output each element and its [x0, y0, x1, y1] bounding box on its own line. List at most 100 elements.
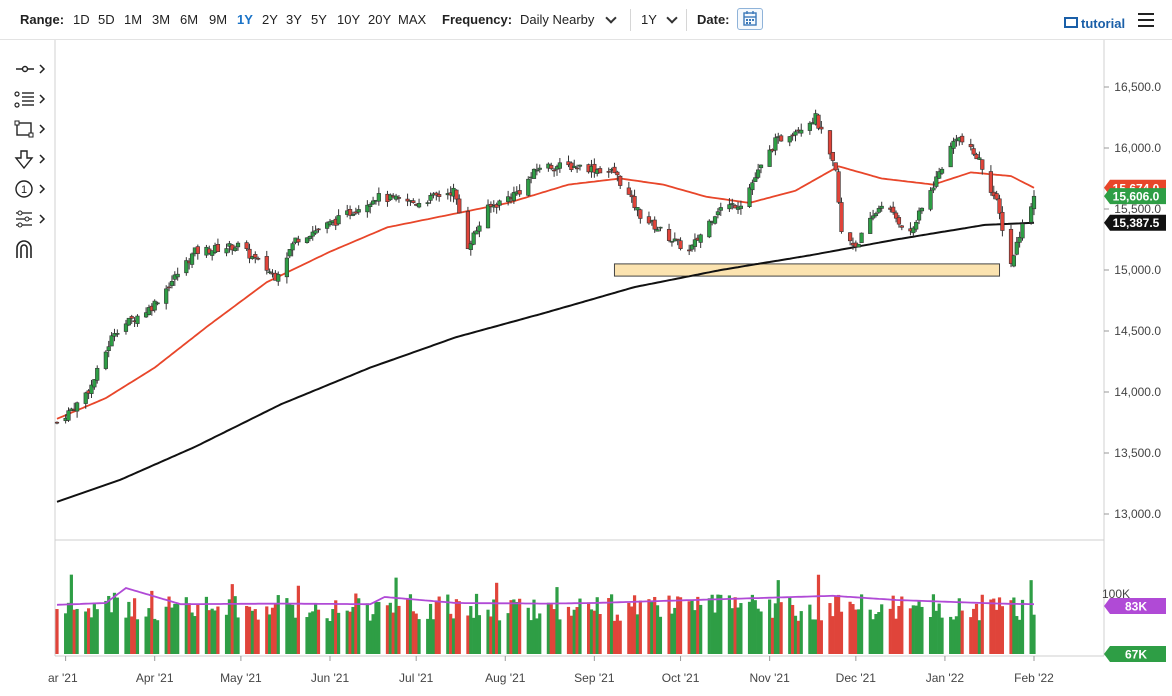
volume-bar [747, 601, 752, 654]
volume-bar [55, 609, 59, 654]
volume-bar [357, 598, 361, 654]
price-chart[interactable]: 16,500.0 16,000.0 15,500.0 15,000.0 14,500.0… [0, 40, 1172, 696]
volume-bar [816, 574, 821, 654]
candle-body [267, 271, 272, 274]
candle-body [773, 137, 778, 151]
volume-bar [575, 607, 579, 654]
candle-body [1011, 255, 1016, 267]
price-tick-label: 14,500.0 [1114, 324, 1161, 338]
volume-bar [187, 603, 191, 654]
candle-body [526, 178, 531, 196]
date-tick-label: Aug '21 [485, 671, 526, 685]
magnet-icon[interactable] [12, 238, 48, 260]
volume-bar [207, 610, 211, 654]
range-button-2y[interactable]: 2Y [262, 12, 278, 27]
volume-bar [446, 594, 450, 654]
range-button-3m[interactable]: 3M [152, 12, 171, 27]
chevron-down-icon[interactable] [605, 12, 617, 24]
date-tick-label: Nov '21 [749, 671, 790, 685]
menu-icon[interactable] [1138, 13, 1154, 27]
counter-tool-icon[interactable]: 1 [12, 178, 48, 200]
range-button-9m[interactable]: 9M [209, 12, 228, 27]
candle-body [747, 187, 752, 207]
volume-bar [931, 594, 936, 654]
range-button-5d[interactable]: 5D [98, 12, 115, 27]
candle-body [497, 200, 502, 206]
volume-bar [486, 609, 490, 654]
arrow-tool-icon[interactable] [12, 148, 48, 170]
volume-bar [693, 610, 697, 654]
svg-text:1: 1 [21, 184, 27, 196]
volume-bar [288, 604, 292, 654]
range-button-3y[interactable]: 3Y [286, 12, 302, 27]
range-button-1m[interactable]: 1M [124, 12, 143, 27]
candle-body [692, 239, 698, 247]
candle-body [454, 189, 459, 200]
support-zone [613, 263, 1001, 277]
crosshair-tool-icon[interactable] [12, 58, 48, 80]
volume-bar [995, 609, 999, 654]
range-button-max[interactable]: MAX [398, 12, 427, 27]
volume-bar [497, 620, 502, 654]
volume-bar [957, 598, 961, 654]
volume-bar [325, 618, 329, 654]
candle-body [152, 300, 157, 311]
volume-bar [477, 615, 482, 654]
volume-bar [454, 599, 459, 654]
chevron-down-icon[interactable] [666, 12, 678, 24]
candle-body [247, 248, 252, 259]
volume-bar [1029, 580, 1033, 654]
volume-bar [676, 596, 680, 654]
candle-body [658, 226, 663, 229]
volume-bar [951, 619, 956, 654]
volume-bar [546, 602, 550, 654]
candle-body [235, 242, 241, 248]
range-button-1d[interactable]: 1D [73, 12, 90, 27]
tutorial-link[interactable]: tutorial [1081, 16, 1126, 31]
candle-body [184, 260, 189, 274]
range-button-6m[interactable]: 6M [180, 12, 199, 27]
volume-bar [687, 601, 691, 654]
volume-bar [451, 618, 456, 654]
volume-bar [190, 612, 194, 654]
volume-bar [184, 597, 188, 654]
candle-body [471, 232, 476, 245]
range-button-1y[interactable]: 1Y [237, 12, 253, 27]
pattern-tool-icon[interactable] [12, 208, 48, 230]
candle-body [738, 205, 743, 209]
volume-bar [796, 620, 800, 654]
candle-body [612, 166, 617, 174]
calendar-icon[interactable] [737, 8, 763, 30]
candle-body [411, 200, 416, 204]
range-button-10y[interactable]: 10Y [337, 12, 361, 27]
volume-bar [788, 597, 792, 654]
candle-body [129, 316, 134, 319]
candle-body [416, 203, 422, 208]
range-button-20y[interactable]: 20Y [368, 12, 392, 27]
volume-bar [834, 596, 838, 654]
candle-body [988, 171, 993, 193]
candle-body [893, 212, 899, 219]
date-tick-label: Dec '21 [836, 671, 877, 685]
candle-body [847, 232, 853, 242]
volume-bar [270, 607, 275, 654]
period-select[interactable]: 1Y [641, 12, 657, 27]
candle-body [310, 231, 315, 237]
candle-body [592, 163, 597, 173]
volume-bar [647, 599, 651, 654]
range-label: Range: [20, 12, 65, 27]
volume-bar [489, 616, 493, 654]
range-button-5y[interactable]: 5Y [311, 12, 327, 27]
volume-bar [808, 604, 812, 654]
film-icon[interactable] [1064, 17, 1078, 28]
volume-bar [127, 601, 131, 654]
volume-bar [293, 617, 298, 654]
frequency-select[interactable]: Daily Nearby [520, 12, 595, 27]
candle-body [1017, 236, 1022, 243]
volume-bar [167, 596, 171, 654]
volume-bar [595, 597, 599, 654]
volume-bar [848, 601, 852, 654]
volume-bar [917, 600, 921, 654]
fib-lines-tool-icon[interactable] [12, 88, 48, 110]
rectangle-tool-icon[interactable] [12, 118, 48, 140]
